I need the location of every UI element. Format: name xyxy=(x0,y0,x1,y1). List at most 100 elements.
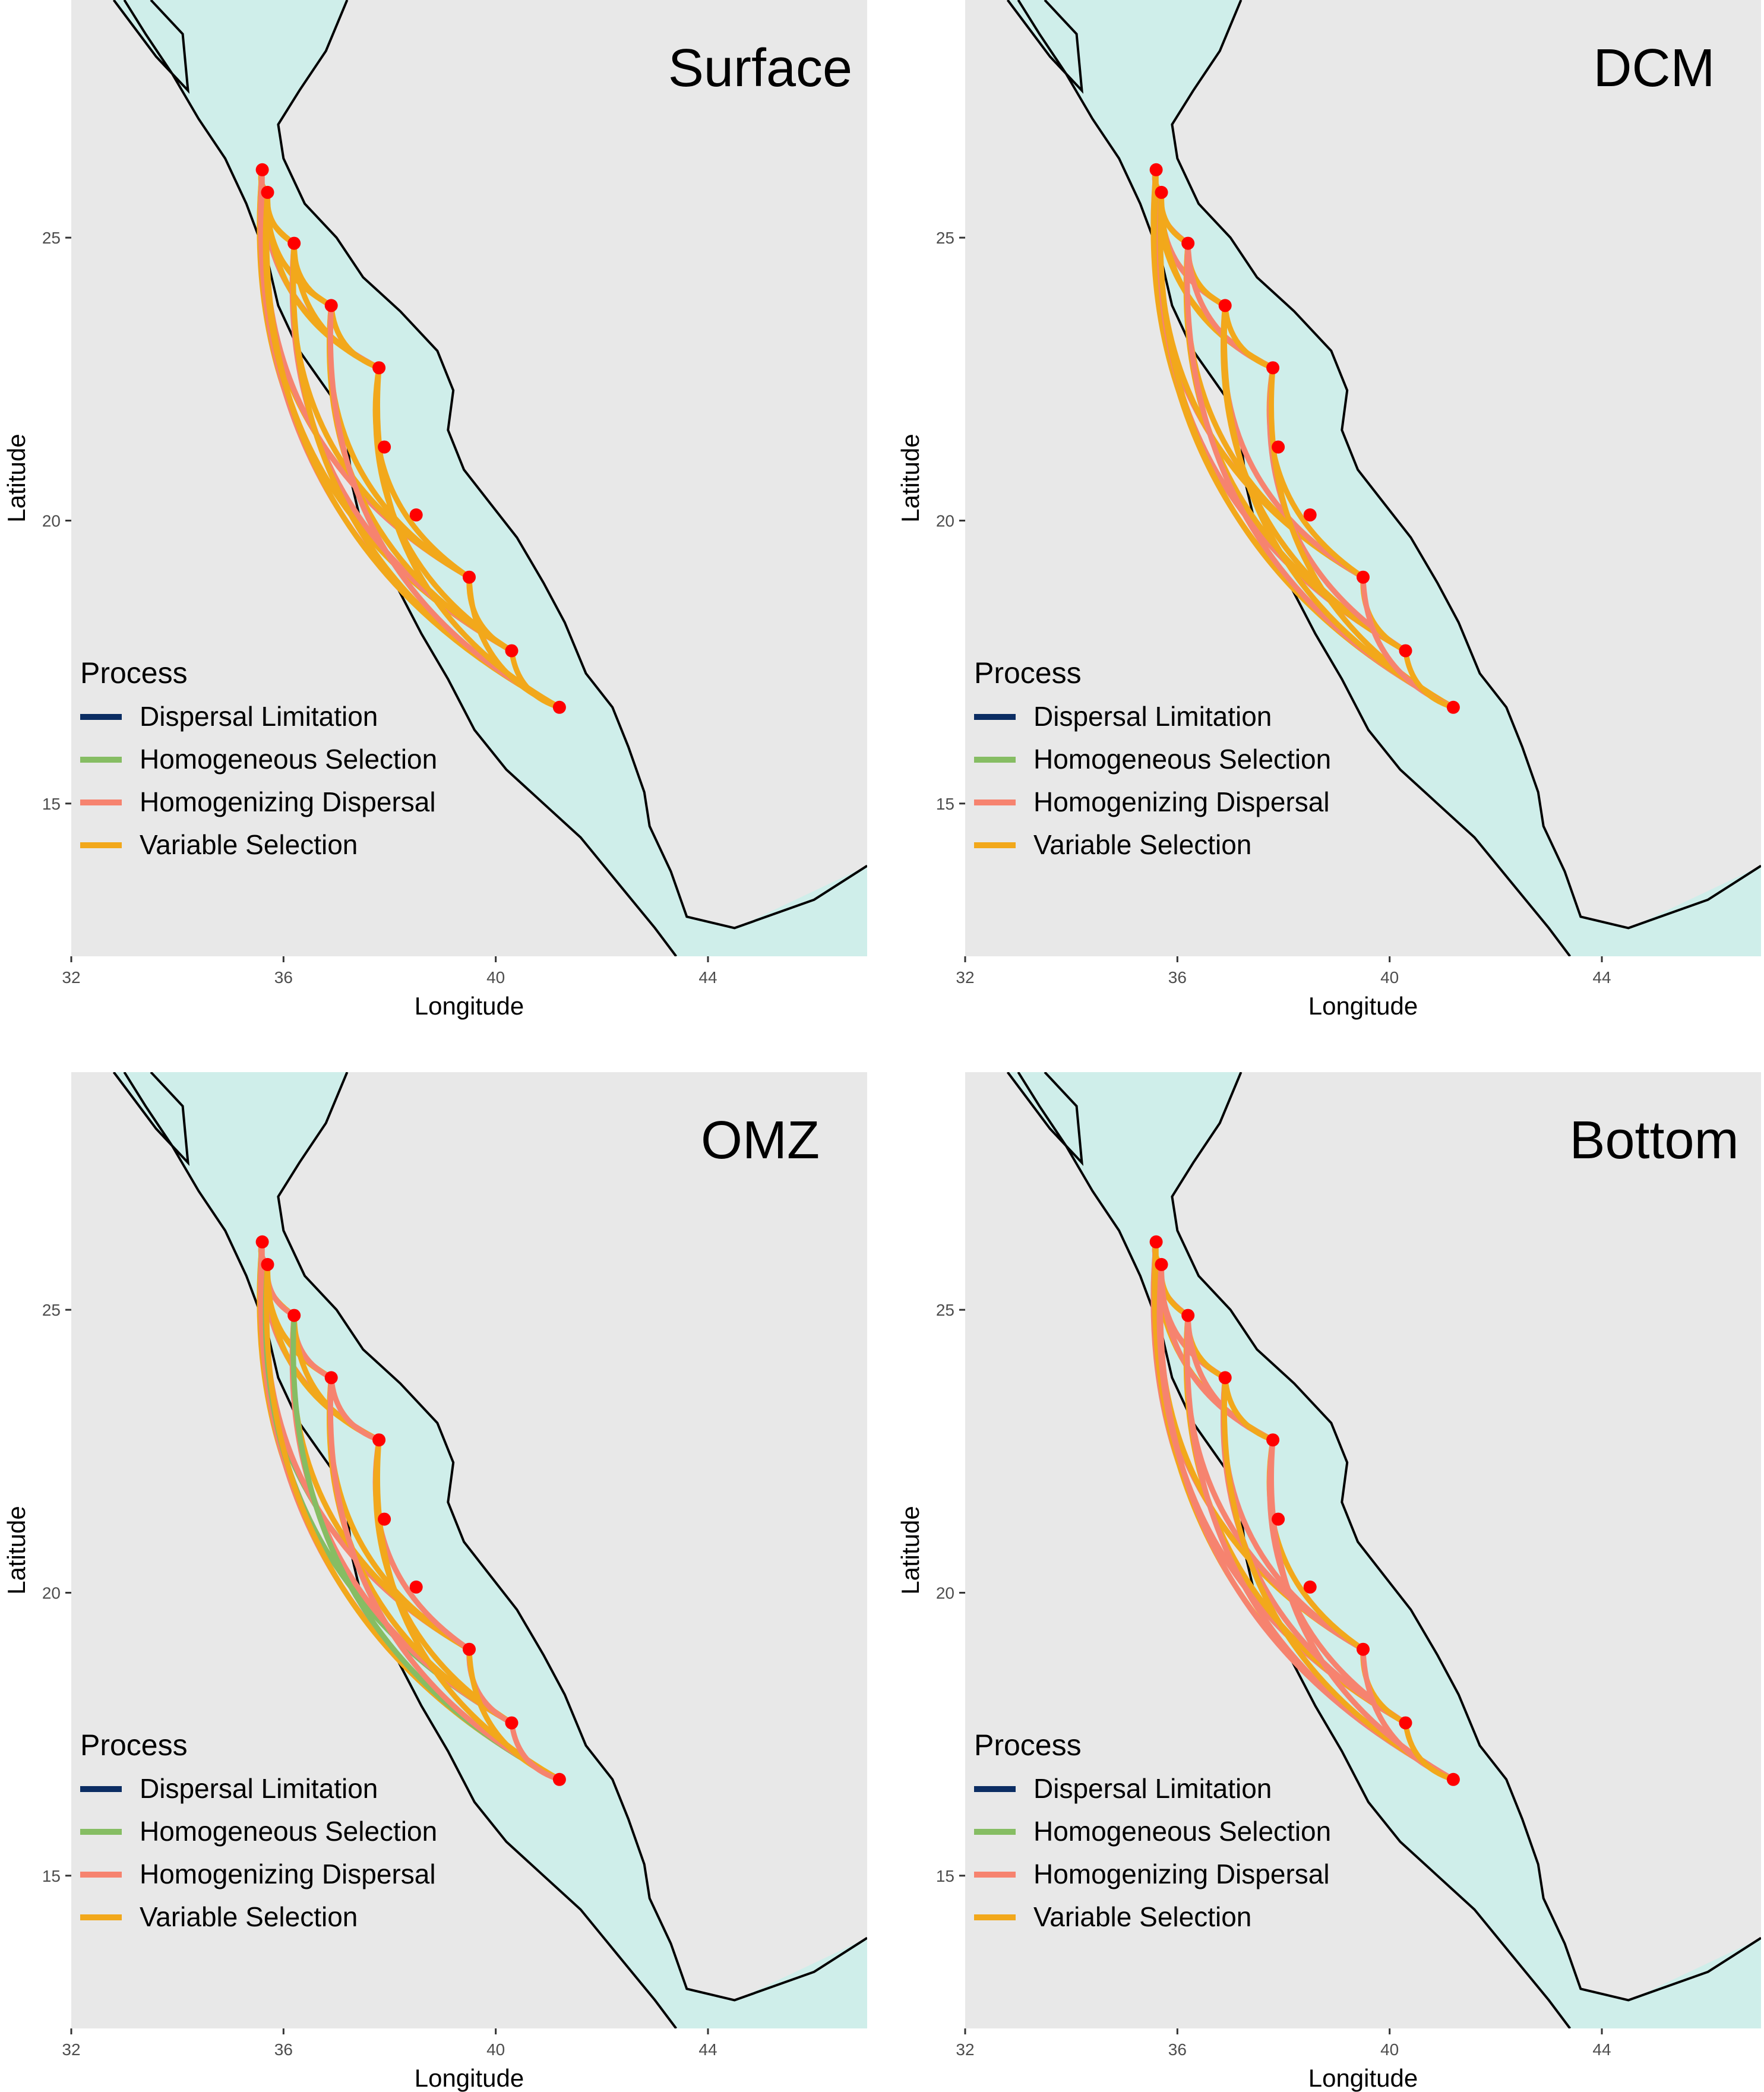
y-tick-label: 25 xyxy=(936,229,954,247)
station-point xyxy=(324,299,338,312)
axes: 32 36 40 44 15 20 25 Longitude Latitude xyxy=(2,229,717,1020)
legend: Process Dispersal Limitation Homogeneous S… xyxy=(80,1728,437,1932)
gulf-of-aden xyxy=(676,865,867,956)
legend-label: Homogeneous Selection xyxy=(1033,1816,1331,1847)
x-tick-label: 32 xyxy=(62,968,80,987)
y-axis-label: Latitude xyxy=(2,1506,30,1594)
connection-arc xyxy=(509,648,562,710)
coastline-suez xyxy=(112,0,190,94)
station-point xyxy=(552,700,566,714)
legend-label: Homogenizing Dispersal xyxy=(1033,1859,1330,1889)
station-point xyxy=(1399,644,1412,658)
connection-arc xyxy=(1221,1374,1456,1783)
x-tick-label: 32 xyxy=(62,2040,80,2059)
coastline-suez xyxy=(1006,1072,1084,1167)
map-area xyxy=(71,0,867,956)
legend-label: Homogenizing Dispersal xyxy=(1033,786,1330,817)
coastline-suez xyxy=(112,1072,190,1167)
station-point xyxy=(372,1433,386,1447)
x-tick-label: 40 xyxy=(1380,968,1399,987)
station-point xyxy=(1272,1512,1285,1526)
y-tick-label: 15 xyxy=(42,795,61,813)
station-point xyxy=(1446,700,1460,714)
panel-title: Bottom xyxy=(1569,1111,1738,1170)
x-tick-label: 44 xyxy=(698,2040,717,2059)
x-tick-label: 32 xyxy=(956,968,974,987)
x-tick-label: 40 xyxy=(1380,2040,1399,2059)
legend-title: Process xyxy=(974,1728,1082,1762)
station-point xyxy=(255,1235,269,1249)
legend-label: Homogeneous Selection xyxy=(1033,744,1331,775)
panel-dcm: DCM Process Dispersal Limitation Homogeneou… xyxy=(896,0,1761,1020)
y-tick-label: 15 xyxy=(42,1867,61,1885)
station-point xyxy=(255,163,269,176)
y-axis-label: Latitude xyxy=(896,434,924,522)
panel-omz: OMZ Process Dispersal Limitation Homogeneou… xyxy=(2,1072,867,2092)
x-axis-label: Longitude xyxy=(1308,2064,1418,2092)
connection-arc xyxy=(1221,302,1456,710)
x-tick-label: 44 xyxy=(1592,2040,1611,2059)
red-sea xyxy=(124,1072,867,2028)
y-tick-label: 20 xyxy=(42,1584,61,1602)
gulf-of-aden xyxy=(1570,865,1761,956)
station-point xyxy=(1357,570,1370,584)
station-point xyxy=(287,1309,301,1322)
y-tick-label: 15 xyxy=(936,1867,954,1885)
legend-label: Variable Selection xyxy=(140,829,358,860)
stations xyxy=(1149,1235,1460,1786)
y-tick-label: 25 xyxy=(42,1301,61,1319)
x-tick-label: 40 xyxy=(486,2040,505,2059)
gulf-of-aden xyxy=(676,1938,867,2028)
legend: Process Dispersal Limitation Homogeneous S… xyxy=(974,1728,1331,1932)
legend-title: Process xyxy=(974,656,1082,690)
station-point xyxy=(1155,185,1168,199)
legend: Process Dispersal Limitation Homogeneous S… xyxy=(80,656,437,860)
x-tick-label: 40 xyxy=(486,968,505,987)
connection-arcs xyxy=(257,167,562,710)
legend-label: Homogeneous Selection xyxy=(140,1816,437,1847)
gulf-of-aden xyxy=(1570,1938,1761,2028)
red-sea xyxy=(124,0,867,956)
connection-arc xyxy=(1403,648,1456,710)
station-point xyxy=(505,644,519,658)
panel-surface: Surface Process Dispersal Limitation Homoge… xyxy=(2,0,867,1020)
station-point xyxy=(378,1512,391,1526)
coastline-east xyxy=(277,1072,867,2002)
station-point xyxy=(1266,361,1280,375)
legend-title: Process xyxy=(80,656,188,690)
station-point xyxy=(1149,1235,1163,1249)
legend-label: Homogenizing Dispersal xyxy=(140,1859,436,1889)
x-tick-label: 44 xyxy=(1592,968,1611,987)
station-point xyxy=(1357,1642,1370,1656)
panel-title: OMZ xyxy=(701,1111,820,1170)
coastline-east xyxy=(1171,1072,1761,2002)
connection-arc xyxy=(509,1720,562,1783)
panel-title: DCM xyxy=(1594,39,1715,98)
x-tick-label: 36 xyxy=(274,2040,293,2059)
legend-label: Dispersal Limitation xyxy=(1033,1773,1272,1804)
station-point xyxy=(1218,1371,1232,1385)
panel-bottom: Bottom Process Dispersal Limitation Homogen… xyxy=(896,1072,1761,2092)
legend-label: Dispersal Limitation xyxy=(140,1773,378,1804)
x-tick-label: 36 xyxy=(274,968,293,987)
legend-label: Variable Selection xyxy=(1033,1901,1251,1932)
station-point xyxy=(1181,236,1195,250)
y-axis-label: Latitude xyxy=(896,1506,924,1594)
station-point xyxy=(1181,1309,1195,1322)
y-tick-label: 20 xyxy=(42,511,61,530)
station-point xyxy=(261,185,274,199)
y-tick-label: 20 xyxy=(936,1584,954,1602)
stations xyxy=(1149,163,1460,714)
legend-label: Homogeneous Selection xyxy=(140,744,437,775)
coastline-east xyxy=(277,0,867,930)
station-point xyxy=(409,508,423,522)
x-axis-label: Longitude xyxy=(415,2064,524,2092)
station-point xyxy=(1399,1716,1412,1730)
station-point xyxy=(463,1642,476,1656)
station-point xyxy=(1218,299,1232,312)
axes: 32 36 40 44 15 20 25 Longitude Latitude xyxy=(896,229,1611,1020)
station-point xyxy=(378,440,391,454)
station-point xyxy=(1155,1257,1168,1271)
stations xyxy=(255,1235,566,1786)
